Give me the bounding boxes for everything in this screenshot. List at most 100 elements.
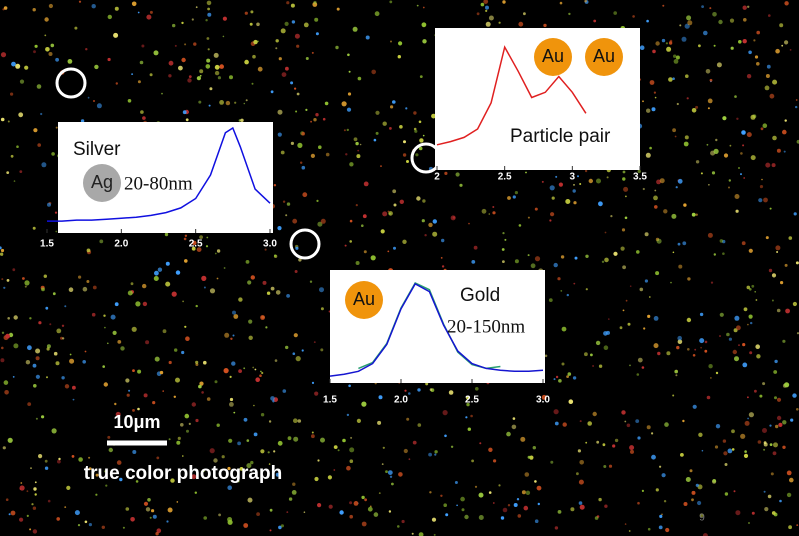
- particle: [514, 191, 519, 195]
- particle: [403, 448, 408, 454]
- particle: [422, 134, 425, 137]
- particle: [707, 98, 713, 104]
- particle: [175, 270, 181, 275]
- particle: [726, 332, 730, 337]
- particle: [231, 361, 236, 366]
- particle: [695, 160, 700, 164]
- particle: [715, 138, 718, 142]
- particle: [776, 308, 781, 313]
- particle: [748, 248, 753, 253]
- particle: [348, 384, 351, 388]
- particle: [318, 145, 322, 149]
- particle: [243, 367, 246, 370]
- particle: [140, 110, 144, 114]
- particle: [311, 434, 315, 439]
- particle: [375, 110, 380, 115]
- particle: [492, 211, 496, 215]
- particle: [311, 431, 314, 434]
- particle: [658, 525, 663, 530]
- particle: [50, 43, 55, 48]
- particle: [549, 219, 552, 222]
- particle: [637, 357, 643, 363]
- particle: [227, 519, 233, 525]
- particle: [95, 473, 99, 477]
- particle: [643, 327, 646, 330]
- particle: [349, 240, 353, 243]
- particle: [728, 179, 731, 182]
- particle: [55, 126, 58, 129]
- particle: [521, 490, 526, 495]
- scale-bar-label: 10μm: [113, 412, 160, 432]
- particle: [346, 413, 350, 417]
- particle: [498, 21, 501, 24]
- particle: [292, 482, 296, 486]
- particle: [257, 66, 263, 72]
- particle: [311, 381, 315, 384]
- particle: [32, 363, 37, 368]
- particle: [661, 38, 666, 43]
- particle: [35, 356, 40, 361]
- particle: [475, 387, 479, 391]
- particle: [763, 490, 766, 493]
- particle: [744, 420, 750, 426]
- particle: [205, 245, 209, 248]
- particle: [416, 196, 421, 201]
- x-tick-label: 1.5: [323, 395, 337, 406]
- particle: [649, 146, 652, 150]
- particle: [269, 529, 272, 532]
- particle: [686, 317, 692, 323]
- particle: [10, 510, 16, 516]
- particle: [255, 377, 260, 383]
- particle: [45, 306, 49, 310]
- particle: [637, 169, 641, 174]
- particle: [557, 277, 561, 281]
- particle: [768, 268, 773, 273]
- particle: [692, 354, 696, 357]
- particle: [620, 246, 625, 251]
- particle: [153, 50, 159, 56]
- particle: [245, 260, 250, 264]
- particle: [47, 499, 51, 503]
- particle: [624, 216, 628, 220]
- particle: [754, 389, 757, 393]
- particle: [558, 379, 562, 383]
- particle: [654, 205, 658, 209]
- particle: [622, 309, 625, 312]
- particle: [488, 491, 492, 494]
- particle: [785, 308, 790, 314]
- particle: [666, 351, 671, 356]
- particle: [280, 150, 285, 155]
- particle: [676, 102, 679, 106]
- particle: [66, 485, 71, 490]
- particle: [132, 409, 135, 412]
- particle: [130, 282, 134, 286]
- particle: [433, 533, 436, 536]
- particle: [654, 96, 657, 99]
- particle: [132, 369, 135, 372]
- particle: [678, 264, 683, 269]
- particle: [315, 113, 319, 117]
- particle: [776, 397, 782, 402]
- particle: [786, 470, 792, 476]
- particle: [346, 107, 352, 112]
- particle: [272, 400, 275, 403]
- particle: [262, 280, 267, 285]
- inset-chart: 1.5 2.0 2.5 3.0 Au Gold 20-150nm: [323, 270, 550, 406]
- particle: [645, 152, 651, 158]
- page-number: 9: [699, 513, 705, 524]
- particle: [172, 23, 176, 28]
- particle: [342, 438, 346, 443]
- particle: [69, 353, 72, 356]
- particle: [38, 454, 43, 459]
- particle: [346, 465, 351, 471]
- particle: [765, 74, 770, 78]
- particle: [345, 153, 348, 156]
- particle: [153, 276, 159, 281]
- particle: [534, 480, 537, 483]
- particle: [750, 321, 753, 325]
- particle: [398, 41, 403, 46]
- particle: [95, 493, 98, 496]
- particle: [32, 8, 36, 12]
- particle: [230, 337, 233, 340]
- particle: [46, 376, 48, 379]
